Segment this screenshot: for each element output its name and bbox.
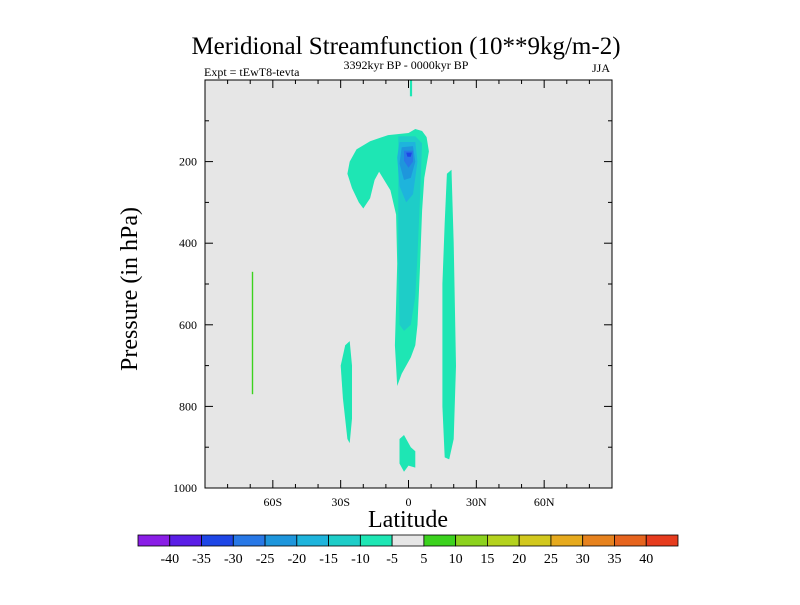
axis-ticks: 60S 30S 0 30N 60N 200 400 600 800 1000 xyxy=(173,80,613,509)
x-tick-label: 60N xyxy=(534,495,555,509)
colorbar-swatch xyxy=(645,534,679,547)
colorbar-swatch xyxy=(614,534,647,547)
colorbar-swatch xyxy=(169,534,202,547)
colorbar-label: -25 xyxy=(256,552,275,567)
shading-sh-subtropical-cell xyxy=(340,341,352,444)
contour-regions xyxy=(251,80,456,472)
colorbar-swatch xyxy=(391,534,425,547)
chart-title: Meridional Streamfunction (10**9kg/m-2) xyxy=(191,33,620,60)
shading-sh-positive-filament xyxy=(251,271,254,395)
colorbar-swatch xyxy=(264,534,298,547)
colorbar-label: 20 xyxy=(512,552,526,567)
x-axis-title: Latitude xyxy=(368,507,448,533)
colorbar-swatch xyxy=(423,534,457,547)
y-axis-title: Pressure (in hPa) xyxy=(117,207,143,371)
colorbar-label: -30 xyxy=(224,552,243,567)
y-tick-label: 400 xyxy=(179,236,197,250)
season-label: JJA xyxy=(592,61,610,75)
plot-area: 60S 30S 0 30N 60N 200 400 600 800 1000 xyxy=(173,79,613,509)
x-tick-label: 30S xyxy=(331,495,350,509)
colorbar-swatch xyxy=(201,534,234,547)
colorbar-label: 15 xyxy=(480,552,494,567)
shading-nh-narrow-jet xyxy=(409,80,413,97)
colorbar-swatch xyxy=(359,534,393,547)
colorbar-swatch xyxy=(487,534,520,547)
y-tick-label: 600 xyxy=(179,318,197,332)
colorbar-label: -40 xyxy=(160,552,179,567)
colorbar-label: -20 xyxy=(287,552,306,567)
colorbar-swatch xyxy=(296,534,329,547)
shading-surface-equatorial xyxy=(399,435,416,472)
shading-nh-subtropical-cell xyxy=(442,169,456,460)
colorbar-label: -10 xyxy=(351,552,370,567)
y-tick-label: 200 xyxy=(179,155,197,169)
colorbar-label: 30 xyxy=(576,552,590,567)
colorbar-label: 35 xyxy=(608,552,622,567)
experiment-label: Expt = tEwT8-tevta xyxy=(204,65,300,79)
colorbar-label: 10 xyxy=(449,552,463,567)
x-tick-label: 60S xyxy=(263,495,282,509)
colorbar-swatch xyxy=(550,534,584,547)
shading-core-35 xyxy=(406,152,412,157)
colorbar-label: -15 xyxy=(319,552,338,567)
colorbar-label: -5 xyxy=(386,552,398,567)
colorbar-swatch xyxy=(455,534,488,547)
colorbar-swatch xyxy=(137,534,171,547)
x-tick-label: 30N xyxy=(466,495,487,509)
colorbar-label: 5 xyxy=(420,552,427,567)
period-label: 3392kyr BP - 0000kyr BP xyxy=(344,58,469,72)
colorbar-swatch xyxy=(582,534,615,547)
y-tick-label: 800 xyxy=(179,399,197,413)
x-tick-label: 0 xyxy=(406,495,412,509)
colorbar-label: 40 xyxy=(639,552,653,567)
colorbar-label: -35 xyxy=(192,552,211,567)
colorbar: -40 -35 -30 -25 -20 -15 -10 -5 5 10 15 20 25 30 35 40 xyxy=(137,534,679,567)
colorbar-swatch xyxy=(328,534,361,547)
colorbar-swatch xyxy=(518,534,552,547)
colorbar-label: 25 xyxy=(544,552,558,567)
y-tick-label: 1000 xyxy=(173,481,197,495)
colorbar-swatch xyxy=(232,534,266,547)
